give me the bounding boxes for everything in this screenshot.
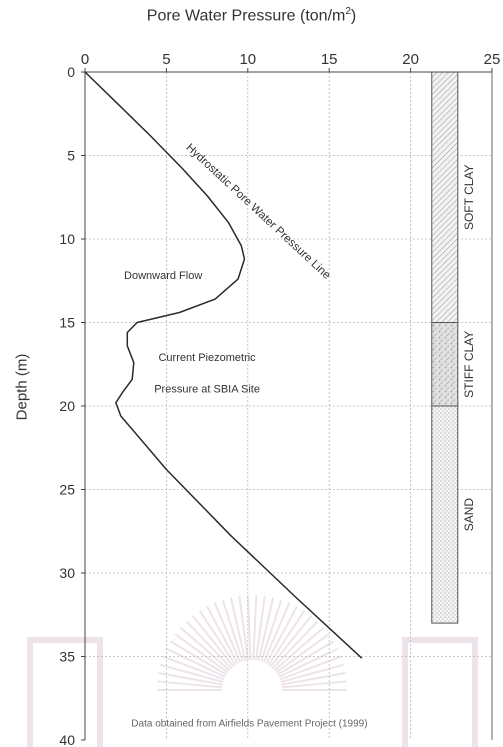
watermark-ray xyxy=(272,620,319,670)
x-tick-label: 5 xyxy=(162,51,170,68)
watermark-shape xyxy=(27,637,103,747)
watermark-ray xyxy=(280,663,344,683)
y-tick-label: 0 xyxy=(67,64,75,80)
annotation-label: Pressure at SBIA Site xyxy=(154,384,260,396)
chart-title: Pore Water Pressure (ton/m2) xyxy=(146,6,357,25)
watermark-ray xyxy=(277,640,335,676)
soil-layer xyxy=(431,71,459,323)
x-tick-label: 10 xyxy=(239,51,256,68)
watermark-ray xyxy=(221,599,244,662)
y-tick-label: 5 xyxy=(67,148,75,164)
watermark-ray xyxy=(255,595,266,661)
watermark-ray xyxy=(206,605,239,665)
annotation-label: Current Piezometric xyxy=(158,352,256,364)
watermark-ray xyxy=(273,626,325,672)
y-tick-label: 15 xyxy=(59,315,75,331)
y-tick-label: 35 xyxy=(59,649,75,665)
soil-layer-label: SAND xyxy=(462,498,476,532)
watermark-ray xyxy=(269,615,313,668)
x-tick-label: 25 xyxy=(484,51,501,68)
y-tick-label: 30 xyxy=(59,565,75,581)
watermark-ray xyxy=(275,633,330,674)
x-tick-label: 20 xyxy=(402,51,419,68)
watermark-ray xyxy=(162,655,225,681)
watermark-ray xyxy=(238,595,249,661)
annotation-label: Hydrostatic Pore Water Pressure Line xyxy=(183,142,332,282)
series xyxy=(84,71,363,659)
watermark-ray xyxy=(169,640,227,676)
watermark-ray xyxy=(257,597,275,661)
watermark-ray xyxy=(278,647,339,678)
watermark-ray xyxy=(165,647,226,678)
y-tick-label: 20 xyxy=(59,398,75,414)
watermark-emblem xyxy=(27,595,478,747)
watermark-ray xyxy=(262,602,291,663)
watermark-shape xyxy=(402,637,478,747)
annotation-label: Downward Flow xyxy=(124,270,202,282)
watermark-ray xyxy=(281,672,346,686)
soil-layer xyxy=(431,322,459,407)
watermark-ray xyxy=(158,672,223,686)
watermark-ray xyxy=(191,615,235,668)
watermark-ray xyxy=(185,620,232,670)
watermark-ray xyxy=(267,610,306,666)
soil-layer-label: SOFT CLAY xyxy=(462,164,476,230)
watermark-ray xyxy=(229,597,247,661)
soil-layer-label: STIFF CLAY xyxy=(462,331,476,398)
watermark-ray xyxy=(246,595,252,661)
x-tick-label: 0 xyxy=(81,51,89,68)
soil-column: SOFT CLAY STIFF CLAY SAND xyxy=(431,71,476,624)
watermark-ray xyxy=(174,633,229,674)
soil-layer xyxy=(431,405,459,624)
tick-labels: 0 5 10 15 20 25 0 5 10 15 20 25 30 35 40 xyxy=(59,51,500,747)
x-tick-label: 15 xyxy=(321,51,338,68)
y-tick-label: 40 xyxy=(59,732,75,747)
watermark-ray xyxy=(198,610,237,666)
watermark-ray xyxy=(157,680,223,689)
watermark-ray xyxy=(260,599,283,662)
watermark-ray xyxy=(265,605,298,665)
series-line xyxy=(84,71,363,659)
annotation-label: Data obtained from Airfields Pavement Pr… xyxy=(131,719,367,730)
y-tick-label: 10 xyxy=(59,231,75,247)
y-tick-label: 25 xyxy=(59,482,75,498)
watermark-ray xyxy=(252,595,258,661)
watermark-ray xyxy=(279,655,342,681)
watermark-ray xyxy=(213,602,242,663)
watermark-ray xyxy=(281,680,347,689)
watermark-ray xyxy=(160,663,224,683)
watermark-ray xyxy=(179,626,231,672)
